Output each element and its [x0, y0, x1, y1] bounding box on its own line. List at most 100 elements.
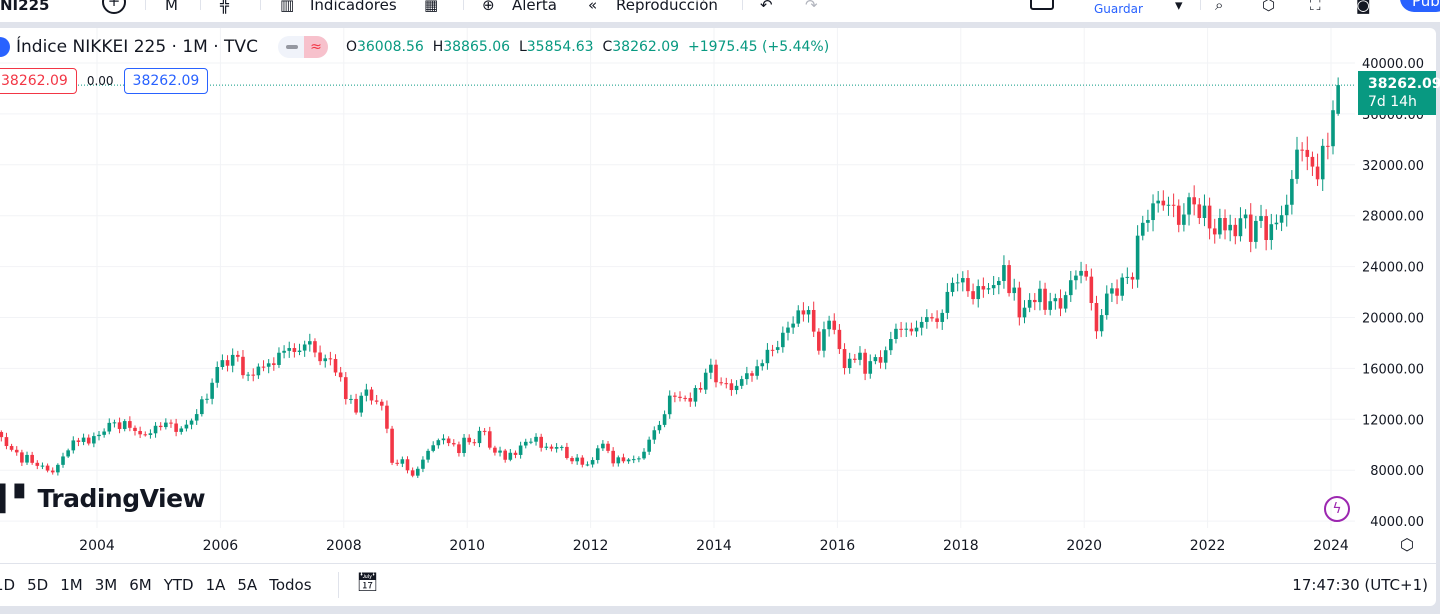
candle-up: [693, 387, 698, 402]
range-5d[interactable]: 5D: [27, 576, 49, 594]
ohlc-values: O36008.56 H38865.06 L35854.63 C38262.09 …: [346, 39, 829, 55]
candle-up: [1125, 276, 1130, 278]
clock[interactable]: 17:47:30 (UTC+1): [1292, 576, 1428, 594]
candle-down: [158, 425, 163, 428]
candle-up: [205, 398, 209, 400]
candle-up: [1320, 145, 1325, 180]
candle-up: [1290, 178, 1294, 205]
candle-down: [354, 398, 358, 413]
indicators-button[interactable]: Indicadores: [310, 0, 397, 14]
candle-down: [1017, 287, 1022, 318]
open-label: O: [345, 39, 357, 55]
candle-down: [482, 430, 487, 432]
candle-down: [0, 432, 4, 438]
candle-down: [410, 470, 415, 476]
tradingview-logo[interactable]: ▌▘ TradingView: [0, 484, 206, 513]
range-1d[interactable]: 1D: [0, 576, 16, 594]
candle-down: [261, 366, 266, 368]
candle-down: [811, 309, 816, 332]
search-icon[interactable]: ⌕: [1215, 0, 1224, 14]
candle-up: [1079, 270, 1083, 276]
y-tick-label: 16000.00: [1362, 362, 1424, 377]
candle-up: [544, 446, 549, 448]
candle-up: [66, 450, 70, 457]
publish-button[interactable]: Pub: [1400, 0, 1440, 12]
y-tick-label: 40000.00: [1362, 57, 1424, 72]
y-tick-label: 24000.00: [1362, 261, 1424, 276]
candle-up: [498, 450, 502, 453]
compare-plus-icon[interactable]: +: [102, 0, 126, 14]
range-3m[interactable]: 3M: [94, 576, 118, 594]
chart-panel: 40000.00 36000.00 32000.00 28000.00 24000.00…: [0, 28, 1440, 606]
candle-up: [925, 317, 929, 322]
replay-icon[interactable]: «: [588, 0, 598, 14]
candle-up: [626, 459, 631, 462]
candle-up: [400, 459, 405, 464]
candle-down: [750, 373, 754, 376]
y-tick-label: 32000.00: [1362, 159, 1424, 174]
candle-down: [1115, 288, 1119, 296]
candle-down: [981, 286, 986, 290]
candle-up: [585, 464, 590, 466]
candle-down: [472, 442, 477, 444]
symbol-search[interactable]: NI225: [0, 0, 50, 14]
candle-down: [272, 363, 276, 365]
candle-up: [662, 414, 667, 425]
sell-button[interactable]: 38262.09: [0, 68, 77, 94]
indicators-icon[interactable]: ▥: [280, 0, 295, 14]
candle-up: [667, 395, 672, 415]
undo-icon[interactable]: ↶: [760, 0, 773, 14]
symbol-title[interactable]: Índice NIKKEI 225 · 1M · TVC: [16, 37, 258, 57]
replay-button[interactable]: Reproducción: [616, 0, 718, 14]
save-button[interactable]: Guardar: [1094, 2, 1143, 16]
x-tick-label: 2018: [943, 538, 979, 554]
range-todos[interactable]: Todos: [269, 576, 312, 594]
save-dropdown-icon[interactable]: ▾: [1175, 0, 1183, 14]
visibility-toggle[interactable]: ≈: [277, 36, 328, 58]
candle-up: [97, 434, 101, 437]
candle-up: [122, 421, 127, 429]
candle-up: [745, 373, 749, 380]
last-price: 38262.09: [1368, 76, 1440, 92]
candles-icon[interactable]: ╬: [220, 0, 230, 14]
candle-down: [678, 396, 682, 398]
axis-settings-icon: ⬡: [1400, 535, 1414, 554]
candle-down: [1197, 204, 1202, 218]
candle-up: [822, 329, 826, 351]
chart-area[interactable]: 40000.00 36000.00 32000.00 28000.00 24000.00…: [0, 28, 1440, 558]
candle-down: [853, 358, 857, 360]
fullscreen-icon[interactable]: ⛶: [1310, 0, 1321, 14]
candle-down: [225, 360, 230, 366]
buy-button[interactable]: 38262.09: [123, 68, 209, 94]
settings-icon[interactable]: ⬡: [1262, 0, 1276, 14]
interval-button[interactable]: M: [165, 0, 178, 14]
redo-icon[interactable]: ↷: [805, 0, 818, 14]
range-1m[interactable]: 1M: [60, 576, 83, 594]
layouts-icon[interactable]: ▦: [424, 0, 439, 14]
lightning-icon[interactable]: ϟ: [1324, 496, 1350, 522]
alert-button[interactable]: Alerta: [512, 0, 557, 14]
candle-down: [714, 364, 718, 383]
goto-date-calendar-icon[interactable]: 📅︎: [356, 572, 379, 593]
candle-up: [308, 341, 312, 345]
range-1a[interactable]: 1A: [205, 576, 226, 594]
camera-icon[interactable]: ◙: [1356, 0, 1371, 14]
candle-up: [1068, 280, 1073, 296]
candle-down: [842, 349, 847, 369]
candle-up: [323, 358, 328, 362]
candle-down: [1171, 204, 1176, 206]
candle-down: [451, 443, 456, 445]
layout-icon[interactable]: [1030, 0, 1054, 10]
low-label: L: [518, 39, 527, 55]
candle-up: [873, 357, 878, 362]
candlestick-chart[interactable]: 40000.0036000.0032000.0028000.0024000.00…: [0, 28, 1436, 558]
candle-down: [770, 349, 775, 351]
candle-up: [1135, 235, 1140, 280]
candle-down: [1207, 205, 1212, 229]
alert-icon[interactable]: ⊕: [482, 0, 495, 14]
range-5a[interactable]: 5A: [237, 576, 258, 594]
candle-up: [991, 285, 996, 289]
candle-up: [986, 288, 991, 290]
range-6m[interactable]: 6M: [129, 576, 152, 594]
range-ytd[interactable]: YTD: [163, 576, 194, 594]
